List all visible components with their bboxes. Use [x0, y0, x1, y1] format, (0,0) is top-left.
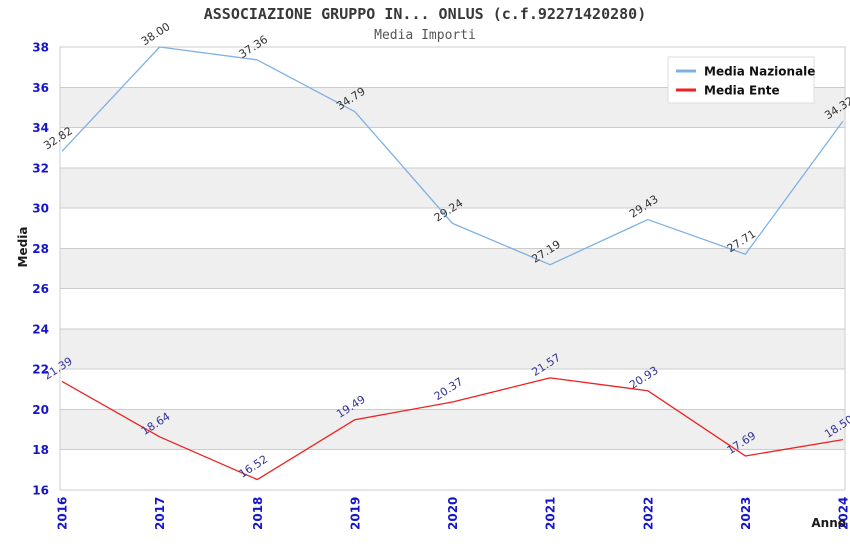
chart-title: ASSOCIAZIONE GRUPPO IN... ONLUS (c.f.922… — [204, 5, 647, 23]
plot-border — [59, 46, 846, 491]
y-tick-18: 18 — [32, 443, 49, 457]
band-30-32 — [60, 167, 845, 209]
x-tick-2017: 2017 — [153, 497, 167, 530]
series-lines — [61, 46, 844, 481]
y-tick-36: 36 — [32, 81, 49, 95]
band-18-20 — [60, 409, 845, 450]
x-tick-2020: 2020 — [446, 497, 460, 530]
y-tick-28: 28 — [32, 242, 49, 256]
y-tick-26: 26 — [32, 282, 49, 296]
y-tick-24: 24 — [32, 322, 49, 336]
x-axis-title: Anno — [811, 516, 846, 530]
band-22-24 — [60, 328, 845, 370]
x-tick-2021: 2021 — [544, 497, 558, 530]
y-axis-title: Media — [16, 227, 30, 268]
x-tick-2023: 2023 — [739, 497, 753, 530]
y-tick-20: 20 — [32, 403, 49, 417]
y-tick-30: 30 — [32, 202, 49, 216]
point-label-media-ente-2018: 16.52 — [237, 453, 270, 481]
gridlines — [60, 46, 845, 491]
y-tick-38: 38 — [32, 41, 49, 55]
plot-bands — [60, 87, 845, 450]
x-tick-2019: 2019 — [348, 497, 362, 530]
y-tick-16: 16 — [32, 484, 49, 498]
point-label-media-nazionale-2017: 38.00 — [139, 20, 172, 48]
y-tick-32: 32 — [32, 161, 49, 175]
legend-label-media-ente: Media Ente — [704, 84, 780, 98]
y-axis-tick-labels: 16 18 20 22 24 26 28 30 32 34 36 38 — [32, 41, 49, 498]
series-line-media-nazionale — [61, 46, 844, 266]
band-26-28 — [60, 248, 845, 289]
series-line-media-ente — [61, 377, 844, 481]
point-label-media-ente-2020: 20.37 — [432, 375, 465, 403]
x-tick-2022: 2022 — [641, 497, 655, 530]
y-tick-22: 22 — [32, 363, 49, 377]
plot-frame — [59, 46, 846, 491]
legend-label-media-nazionale: Media Nazionale — [704, 65, 815, 79]
x-tick-2016: 2016 — [56, 497, 70, 530]
x-axis-tick-labels: 2016 2017 2018 2019 2020 2021 2022 2023 2024 — [56, 497, 850, 530]
point-label-media-nazionale-2018: 37.36 — [237, 33, 270, 61]
legend: Media Nazionale Media Ente — [667, 56, 815, 104]
y-tick-34: 34 — [32, 121, 49, 135]
x-tick-2024: 2024 — [837, 497, 850, 530]
x-tick-2018: 2018 — [251, 497, 265, 530]
chart-subtitle: Media Importi — [374, 28, 476, 43]
legend-box — [667, 56, 815, 104]
